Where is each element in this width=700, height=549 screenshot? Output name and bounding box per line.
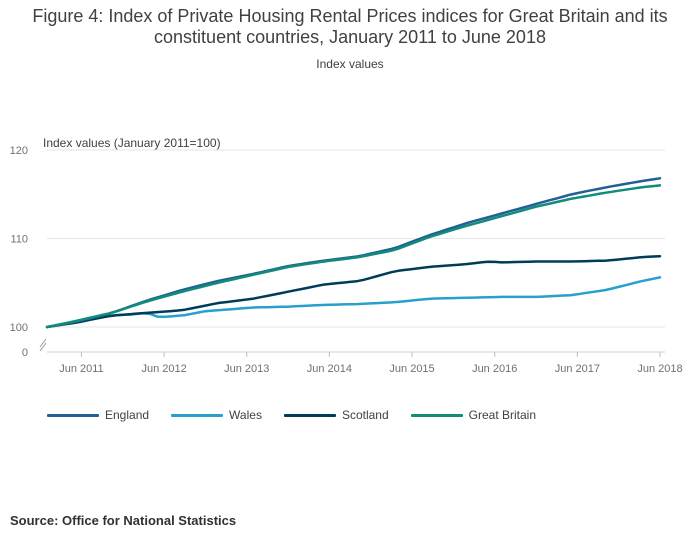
x-tick-label: Jun 2014 [307,363,352,375]
series-line-great-britain [45,184,662,329]
legend-item-wales[interactable]: Wales [171,408,262,422]
y-axis-title: Index values (January 2011=100) [43,136,221,150]
x-tick-label: Jun 2011 [59,363,103,375]
legend-swatch-scotland [283,413,336,417]
x-tick-label: Jun 2017 [555,363,600,375]
x-tick-label: Jun 2016 [472,363,517,375]
x-axis: Jun 2011 Jun 2012 Jun 2013 Jun 2014 Jun 2015… [59,352,683,375]
y-tick-label: 0 [22,347,28,359]
legend-item-great-britain[interactable]: Great Britain [410,408,537,422]
y-tick-label: 100 [10,322,28,334]
legend: England Wales Scotland Great Britain [47,408,558,422]
source-note: Source: Office for National Statistics [10,513,237,528]
y-tick-label: 110 [10,234,28,246]
series-line-scotland [45,254,662,329]
x-tick-label: Jun 2015 [389,363,434,375]
legend-swatch-england [47,413,99,417]
gridlines [39,149,665,353]
x-tick-label: Jun 2018 [637,363,682,375]
legend-item-england[interactable]: England [47,408,149,422]
y-axis-ticks: 120 110 100 0 [10,145,28,359]
series-lines [45,177,662,329]
y-tick-label: 120 [10,145,28,157]
line-chart: Index values (January 2011=100) 120 110 10… [10,136,683,375]
x-tick-label: Jun 2013 [224,363,269,375]
chart-title: Figure 4: Index of Private Housing Renta… [32,6,668,47]
legend-label-scotland: Scotland [341,408,389,422]
legend-swatch-wales [171,413,224,417]
legend-label-england: England [105,408,150,422]
legend-item-scotland[interactable]: Scotland [283,408,389,422]
legend-label-great-britain: Great Britain [468,408,537,422]
legend-label-wales: Wales [229,408,262,422]
x-tick-label: Jun 2012 [141,363,186,375]
chart-subtitle: Index values [316,57,384,71]
axis-break-mark [39,338,47,348]
axis-break-mark [39,342,47,352]
legend-swatch-great-britain [410,413,463,417]
